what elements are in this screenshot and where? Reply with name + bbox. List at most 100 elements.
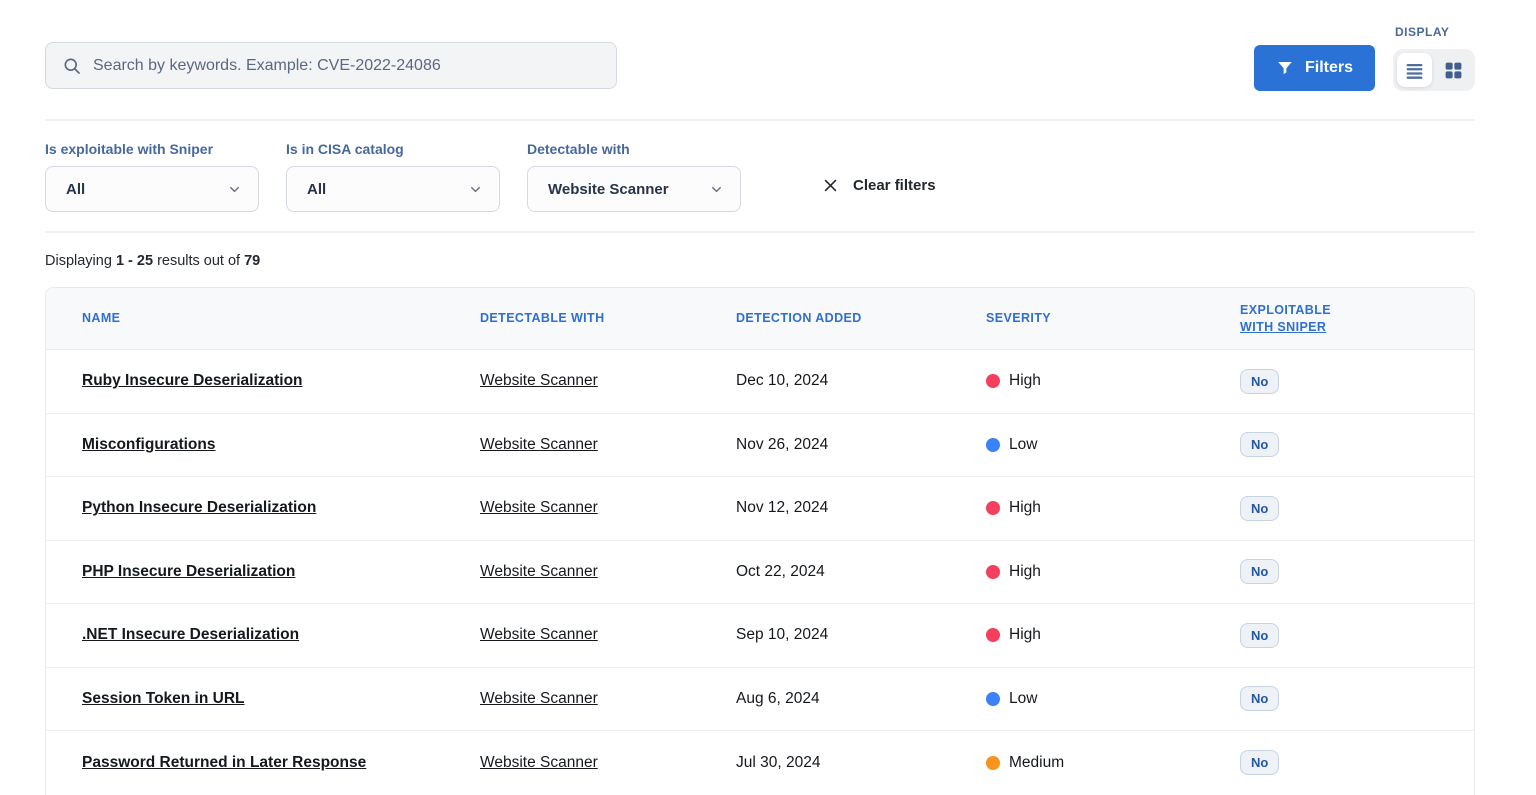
table-row: Ruby Insecure Deserialization Website Sc… xyxy=(46,350,1474,414)
table-row: Python Insecure Deserialization Website … xyxy=(46,477,1474,541)
filter-field-detectable-with: Detectable with Website Scanner xyxy=(527,141,741,212)
cisa-catalog-dropdown[interactable]: All xyxy=(286,166,500,212)
clear-filters-button[interactable]: Clear filters xyxy=(822,177,936,194)
list-view-toggle[interactable] xyxy=(1397,53,1432,87)
close-icon xyxy=(822,177,839,194)
severity-dot xyxy=(986,374,1000,389)
severity-dot xyxy=(986,755,1000,770)
detection-added-date: Dec 10, 2024 xyxy=(736,372,829,390)
filters-button-label: Filters xyxy=(1304,59,1353,76)
severity-label: High xyxy=(1009,562,1041,580)
detection-added-date: Sep 10, 2024 xyxy=(736,626,829,644)
exploitable-badge: No xyxy=(1240,559,1280,585)
divider-filters xyxy=(45,231,1475,233)
detection-added-date: Jul 30, 2024 xyxy=(736,753,821,771)
detectable-with-link[interactable]: Website Scanner xyxy=(480,435,598,453)
detectable-with-link[interactable]: Website Scanner xyxy=(480,753,598,771)
chevron-down-icon xyxy=(227,182,242,197)
vulnerability-name-link[interactable]: Ruby Insecure Deserialization xyxy=(82,372,303,390)
search-icon xyxy=(62,56,82,76)
chevron-down-icon xyxy=(709,182,724,197)
chevron-down-icon xyxy=(468,182,483,197)
vulnerability-name-link[interactable]: PHP Insecure Deserialization xyxy=(82,562,296,580)
toolbar-right-group: Filters DISPLAY xyxy=(1253,20,1475,91)
filter-field-cisa-catalog: Is in CISA catalog All xyxy=(286,141,500,212)
display-group: DISPLAY xyxy=(1393,20,1475,91)
severity-cell: High xyxy=(986,626,1240,644)
dropdown-value: Website Scanner xyxy=(548,180,669,198)
exploitable-badge: No xyxy=(1240,368,1280,394)
top-toolbar: Filters DISPLAY xyxy=(45,20,1475,91)
detectable-with-link[interactable]: Website Scanner xyxy=(480,372,598,390)
detection-added-date: Nov 26, 2024 xyxy=(736,435,829,453)
table-row: Password Returned in Later Response Webs… xyxy=(46,731,1474,795)
vulnerability-name-link[interactable]: .NET Insecure Deserialization xyxy=(82,626,300,644)
exploitable-badge: No xyxy=(1240,432,1280,458)
exploitable-badge: No xyxy=(1240,622,1280,648)
filter-label: Detectable with xyxy=(527,141,630,157)
vulnerability-name-link[interactable]: Password Returned in Later Response xyxy=(82,753,367,771)
severity-cell: High xyxy=(986,499,1240,517)
list-view-icon xyxy=(1404,60,1425,81)
results-summary: Displaying 1 - 25 results out of 79 xyxy=(45,253,261,269)
detectable-with-dropdown[interactable]: Website Scanner xyxy=(527,166,741,212)
clear-filters-label: Clear filters xyxy=(853,177,936,194)
severity-label: Low xyxy=(1009,689,1038,707)
search-box[interactable] xyxy=(45,42,617,89)
divider-top xyxy=(45,119,1475,121)
severity-cell: Low xyxy=(986,690,1240,708)
severity-cell: Low xyxy=(986,436,1240,454)
filter-controls-row: Is exploitable with Sniper All Is in CIS… xyxy=(45,141,1475,212)
table-row: .NET Insecure Deserialization Website Sc… xyxy=(46,604,1474,668)
dropdown-value: All xyxy=(307,180,327,198)
severity-cell: High xyxy=(986,372,1240,390)
detectable-with-link[interactable]: Website Scanner xyxy=(480,626,598,644)
severity-label: Medium xyxy=(1009,753,1065,771)
search-input[interactable] xyxy=(93,56,600,75)
detectable-with-link[interactable]: Website Scanner xyxy=(480,689,598,707)
display-label: DISPLAY xyxy=(1395,25,1450,39)
funnel-icon xyxy=(1276,59,1294,77)
vulnerabilities-table: NAME DETECTABLE WITH DETECTION ADDED SEV… xyxy=(45,287,1475,795)
vulnerability-name-link[interactable]: Session Token in URL xyxy=(82,689,245,707)
column-header-detectable-with: DETECTABLE WITH xyxy=(480,311,605,325)
exploitable-with-sniper-dropdown[interactable]: All xyxy=(45,166,259,212)
filter-field-exploitable-with-sniper: Is exploitable with Sniper All xyxy=(45,141,259,212)
results-range: 1 - 25 xyxy=(115,253,154,269)
severity-dot xyxy=(986,564,1000,579)
severity-dot xyxy=(986,691,1000,706)
table-row: Session Token in URL Website Scanner Aug… xyxy=(46,667,1474,731)
severity-label: Low xyxy=(1009,435,1038,453)
table-header-row: NAME DETECTABLE WITH DETECTION ADDED SEV… xyxy=(46,288,1474,350)
exploitable-badge: No xyxy=(1240,495,1280,521)
severity-label: High xyxy=(1009,499,1041,517)
detectable-with-link[interactable]: Website Scanner xyxy=(480,499,598,517)
severity-dot xyxy=(986,628,1000,643)
vulnerability-name-link[interactable]: Python Insecure Deserialization xyxy=(82,499,317,517)
column-header-severity: SEVERITY xyxy=(986,311,1052,325)
filter-label: Is in CISA catalog xyxy=(286,141,404,157)
exploitable-badge: No xyxy=(1240,750,1280,776)
column-header-exploitable-with-sniper[interactable]: EXPLOITABLE WITH SNIPER xyxy=(1240,302,1331,334)
table-row: PHP Insecure Deserialization Website Sca… xyxy=(46,540,1474,604)
detection-added-date: Nov 12, 2024 xyxy=(736,499,829,517)
detection-added-date: Oct 22, 2024 xyxy=(736,562,825,580)
filters-button[interactable]: Filters xyxy=(1253,45,1375,91)
detection-added-date: Aug 6, 2024 xyxy=(736,689,820,707)
severity-dot xyxy=(986,501,1000,516)
severity-label: High xyxy=(1009,372,1041,390)
severity-cell: High xyxy=(986,563,1240,581)
table-body: Ruby Insecure Deserialization Website Sc… xyxy=(46,350,1474,795)
column-header-name: NAME xyxy=(82,311,121,325)
severity-label: High xyxy=(1009,626,1041,644)
results-total: 79 xyxy=(244,253,261,269)
column-header-detection-added: DETECTION ADDED xyxy=(736,311,862,325)
grid-view-icon xyxy=(1443,60,1464,81)
dropdown-value: All xyxy=(66,180,86,198)
detectable-with-link[interactable]: Website Scanner xyxy=(480,562,598,580)
severity-cell: Medium xyxy=(986,754,1240,772)
vulnerability-name-link[interactable]: Misconfigurations xyxy=(82,435,216,453)
severity-dot xyxy=(986,437,1000,452)
grid-view-toggle[interactable] xyxy=(1436,53,1471,87)
